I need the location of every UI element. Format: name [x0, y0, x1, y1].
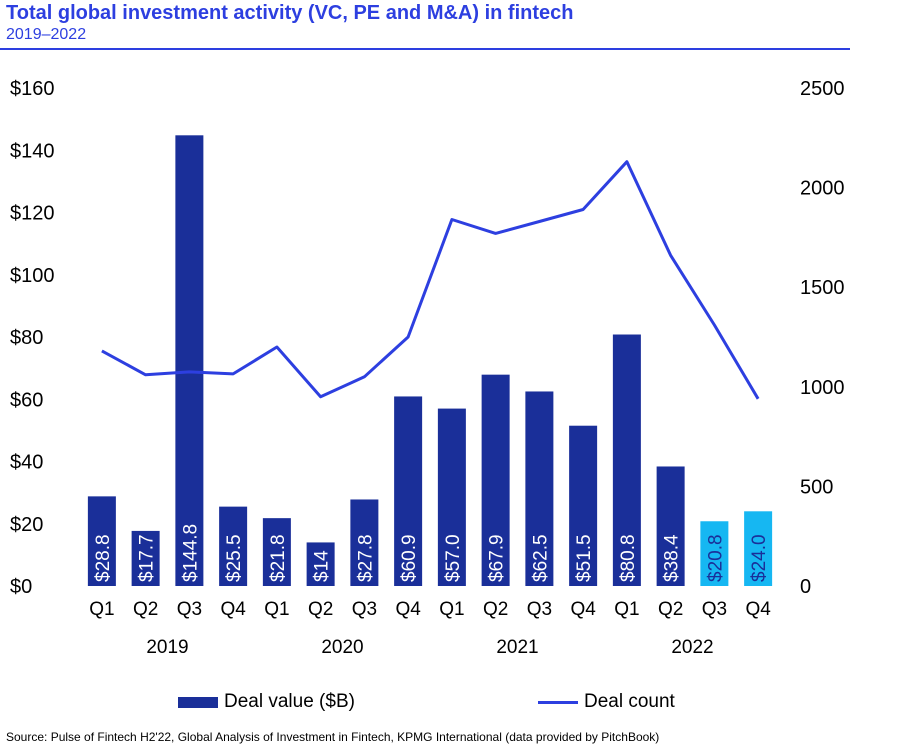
x-tick-label: Q3 — [702, 599, 727, 620]
chart: $0 $20 $40 $60 $80 $100 $120 $140 $160 0 500 1000 15… — [10, 78, 845, 658]
bar — [131, 530, 160, 586]
bar-value-label: $21.8 — [268, 534, 289, 582]
bar-value-label: $20.8 — [705, 534, 726, 582]
bar — [87, 496, 116, 586]
bar — [744, 511, 773, 586]
x-tick-label: Q4 — [220, 599, 246, 620]
x-group-label: 2021 — [496, 637, 538, 658]
source-note: Source: Pulse of Fintech H2'22, Global A… — [6, 730, 660, 744]
x-tick-label: Q1 — [89, 599, 114, 620]
bar-value-label: $67.9 — [487, 534, 508, 582]
legend-label-deal-count: Deal count — [584, 691, 675, 712]
x-tick-label: Q3 — [352, 599, 377, 620]
y-right-tick-label: 0 — [800, 576, 811, 598]
legend-swatch-line — [538, 700, 578, 704]
x-tick-label: Q4 — [570, 599, 596, 620]
x-tick-label: Q1 — [439, 599, 464, 620]
chart-subtitle: 2019–2022 — [6, 26, 87, 43]
bar — [612, 334, 641, 586]
y-left-tick-label: $80 — [10, 327, 43, 349]
legend-item-deal-count: Deal count — [538, 690, 675, 714]
bar-value-label: $62.5 — [530, 534, 551, 582]
y-left-tick-label: $0 — [10, 576, 32, 598]
y-left-tick-label: $100 — [10, 265, 55, 287]
deal-count-line — [101, 160, 760, 400]
bar-value-label: $51.5 — [574, 534, 595, 582]
x-tick-label: Q4 — [395, 599, 421, 620]
y-right-tick-label: 500 — [800, 476, 833, 498]
legend-label-deal-value: Deal value ($B) — [224, 691, 355, 712]
y-left-tick-label: $60 — [10, 389, 43, 411]
bar — [700, 521, 729, 586]
chart-title: Total global investment activity (VC, PE… — [6, 2, 574, 24]
bar — [219, 506, 248, 586]
x-tick-label: Q2 — [308, 599, 333, 620]
y-right-tick-label: 1000 — [800, 377, 845, 399]
bar-value-label: $60.9 — [399, 534, 420, 582]
bar-value-label: $24.0 — [749, 534, 770, 582]
legend-item-deal-value: Deal value ($B) — [178, 690, 355, 714]
y-right-tick-label: 1500 — [800, 277, 845, 299]
y-left-tick-label: $40 — [10, 452, 43, 474]
bar-value-label: $38.4 — [662, 534, 683, 582]
bar-value-label: $27.8 — [355, 534, 376, 582]
y-left-tick-label: $160 — [10, 78, 55, 100]
x-tick-label: Q3 — [527, 599, 552, 620]
y-right-tick-label: 2500 — [800, 78, 845, 100]
bar — [437, 408, 466, 586]
x-tick-label: Q2 — [483, 599, 508, 620]
title-rule — [0, 48, 850, 50]
bar-value-label: $80.8 — [618, 534, 639, 582]
bar — [175, 135, 204, 586]
x-tick-label: Q4 — [745, 599, 771, 620]
x-group-label: 2019 — [146, 637, 188, 658]
bar — [481, 374, 510, 586]
bar — [569, 425, 598, 586]
bar — [306, 542, 335, 586]
bar — [525, 391, 554, 586]
x-tick-label: Q3 — [177, 599, 202, 620]
bar-value-label: $25.5 — [224, 534, 245, 582]
x-tick-label: Q2 — [133, 599, 158, 620]
bar-value-label: $28.8 — [93, 534, 114, 582]
y-left-tick-label: $120 — [10, 203, 55, 225]
x-tick-label: Q1 — [614, 599, 639, 620]
x-group-label: 2020 — [321, 637, 363, 658]
x-tick-label: Q2 — [658, 599, 683, 620]
bar-value-label: $17.7 — [137, 534, 158, 582]
legend-swatch-bar — [178, 696, 218, 708]
bar-value-label: $144.8 — [180, 524, 201, 582]
y-left-tick-label: $140 — [10, 140, 55, 162]
bar — [350, 499, 379, 586]
bar-value-label: $57.0 — [443, 534, 464, 582]
bar — [656, 466, 685, 586]
bar-value-label: $14 — [312, 550, 333, 582]
bar — [262, 518, 291, 586]
y-right-tick-label: 2000 — [800, 178, 845, 200]
bar — [394, 396, 423, 586]
x-group-label: 2022 — [671, 637, 713, 658]
y-left-tick-label: $20 — [10, 514, 43, 536]
x-tick-label: Q1 — [264, 599, 289, 620]
